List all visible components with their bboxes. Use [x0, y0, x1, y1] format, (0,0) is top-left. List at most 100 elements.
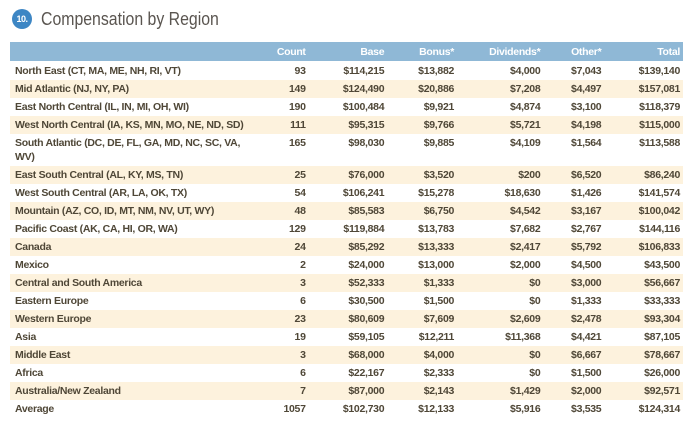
cell-other: $1,426: [571, 187, 602, 199]
cell-other: $5,792: [543, 238, 605, 256]
cell-base: $24,000: [348, 259, 385, 271]
cell-dividends: $5,721: [457, 116, 544, 134]
table-row: Pacific Coast (AK, CA, HI, OR, WA) 129 $11…: [10, 220, 683, 238]
cell-base: $80,609: [308, 310, 388, 328]
cell-base: $124,490: [308, 80, 388, 98]
cell-region: East South Central (AL, KY, MS, TN): [10, 166, 258, 184]
table-row: Mountain (AZ, CO, ID, MT, NM, NV, UT, WY…: [10, 202, 683, 220]
cell-total: $93,304: [604, 310, 683, 328]
cell-bonus: $2,143: [387, 382, 458, 400]
cell-other: $4,497: [543, 80, 605, 98]
cell-base: $119,884: [343, 223, 385, 235]
cell-base: $98,030: [348, 137, 385, 149]
cell-total: $43,500: [644, 259, 680, 271]
table-row: Mid Atlantic (NJ, NY, PA) 149 $124,490 $20,…: [10, 80, 683, 98]
column-header-count: Count: [258, 42, 309, 62]
table-row: Africa 6 $22,167 $2,333 $0 $1,500 $26,000: [10, 364, 683, 382]
cell-base: $52,333: [308, 274, 388, 292]
cell-bonus: $12,211: [418, 331, 455, 343]
cell-region: Mexico: [15, 259, 49, 271]
table-row: East North Central (IL, IN, MI, OH, WI) 1…: [10, 98, 683, 116]
cell-dividends: $2,417: [457, 238, 544, 256]
column-header-dividends: Dividends*: [457, 42, 544, 62]
cell-base: $102,730: [342, 403, 385, 415]
cell-region: Mid Atlantic (NJ, NY, PA): [10, 80, 258, 98]
cell-region: Africa: [15, 367, 43, 379]
table-row: Central and South America 3 $52,333 $1,333 $…: [10, 274, 683, 292]
cell-dividends: $5,916: [510, 403, 541, 415]
cell-other: $6,667: [543, 346, 605, 364]
cell-other: $3,000: [543, 274, 605, 292]
cell-count: 3: [258, 274, 309, 292]
cell-other: $3,167: [543, 202, 605, 220]
cell-count: 1057: [283, 403, 306, 415]
cell-base: $59,105: [348, 331, 385, 343]
cell-bonus: $1,333: [387, 274, 458, 292]
cell-bonus: $7,609: [387, 310, 458, 328]
cell-base: $106,241: [342, 187, 385, 199]
cell-bonus: $3,520: [387, 166, 458, 184]
cell-bonus: $12,133: [418, 403, 455, 415]
cell-bonus: $9,921: [423, 101, 455, 113]
cell-dividends: $200: [457, 166, 544, 184]
cell-dividends: $4,542: [457, 202, 544, 220]
table-row: Middle East 3 $68,000 $4,000 $0 $6,667 $78,667: [10, 346, 683, 364]
cell-base: $30,500: [348, 295, 385, 307]
cell-region: South Atlantic (DC, DE, FL, GA, MD, NC, …: [15, 137, 241, 163]
cell-bonus: $4,000: [387, 346, 458, 364]
cell-region: Pacific Coast (AK, CA, HI, OR, WA): [15, 223, 178, 235]
cell-count: 6: [300, 367, 306, 379]
compensation-table: Count Base Bonus* Dividends* Other* Total Nor…: [10, 42, 683, 418]
table-row: Australia/New Zealand 7 $87,000 $2,143 $1,42…: [10, 382, 683, 400]
cell-dividends: $1,429: [457, 382, 544, 400]
cell-region: Average: [15, 403, 54, 415]
cell-total: $33,333: [644, 295, 680, 307]
cell-other: $2,000: [543, 382, 605, 400]
table-row: West South Central (AR, LA, OK, TX) 54 $10…: [10, 184, 683, 202]
column-header-total: Total: [604, 42, 683, 62]
cell-dividends: $4,109: [510, 137, 541, 149]
cell-dividends: $4,874: [510, 101, 541, 113]
cell-base: $85,292: [308, 238, 388, 256]
cell-count: 24: [258, 238, 309, 256]
cell-region: Canada: [10, 238, 258, 256]
cell-region: North East (CT, MA, ME, NH, RI, VT): [15, 65, 181, 77]
cell-other: $4,500: [571, 259, 602, 271]
cell-bonus: $13,000: [418, 259, 455, 271]
cell-region: West South Central (AR, LA, OK, TX): [15, 187, 187, 199]
cell-count: 149: [258, 80, 309, 98]
cell-bonus: $9,766: [387, 116, 458, 134]
cell-total: $86,240: [604, 166, 683, 184]
cell-dividends: $18,630: [504, 187, 541, 199]
cell-count: 23: [258, 310, 309, 328]
cell-region: Central and South America: [10, 274, 258, 292]
table-row: Asia 19 $59,105 $12,211 $11,368 $4,421 $87,105: [10, 328, 683, 346]
cell-count: 19: [294, 331, 306, 343]
table-row: Average 1057 $102,730 $12,133 $5,916 $3,535 $1…: [10, 400, 683, 418]
cell-count: 129: [289, 223, 306, 235]
cell-total: $124,314: [638, 403, 681, 415]
cell-dividends: $7,682: [510, 223, 541, 235]
cell-count: 93: [294, 65, 306, 77]
table-row: Eastern Europe 6 $30,500 $1,500 $0 $1,333 $33,…: [10, 292, 683, 310]
table-row: West North Central (IA, KS, MN, MO, NE, …: [10, 116, 683, 134]
cell-total: $56,667: [604, 274, 683, 292]
cell-other: $2,767: [571, 223, 602, 235]
column-header-bonus: Bonus*: [387, 42, 458, 62]
cell-other: $1,333: [571, 295, 602, 307]
column-header-region: [10, 42, 258, 62]
cell-count: 7: [258, 382, 309, 400]
cell-base: $100,484: [342, 101, 385, 113]
table-header-row: Count Base Bonus* Dividends* Other* Total: [10, 42, 683, 62]
cell-region: Eastern Europe: [15, 295, 89, 307]
cell-other: $2,478: [543, 310, 605, 328]
cell-bonus: $15,278: [418, 187, 455, 199]
cell-bonus: $1,500: [423, 295, 455, 307]
cell-dividends: $7,208: [457, 80, 544, 98]
cell-base: $95,315: [308, 116, 388, 134]
cell-bonus: $13,333: [387, 238, 458, 256]
cell-total: $92,571: [604, 382, 683, 400]
page-title: Compensation by Region: [41, 8, 219, 29]
cell-dividends: $0: [529, 295, 541, 307]
cell-other: $1,564: [571, 137, 602, 149]
